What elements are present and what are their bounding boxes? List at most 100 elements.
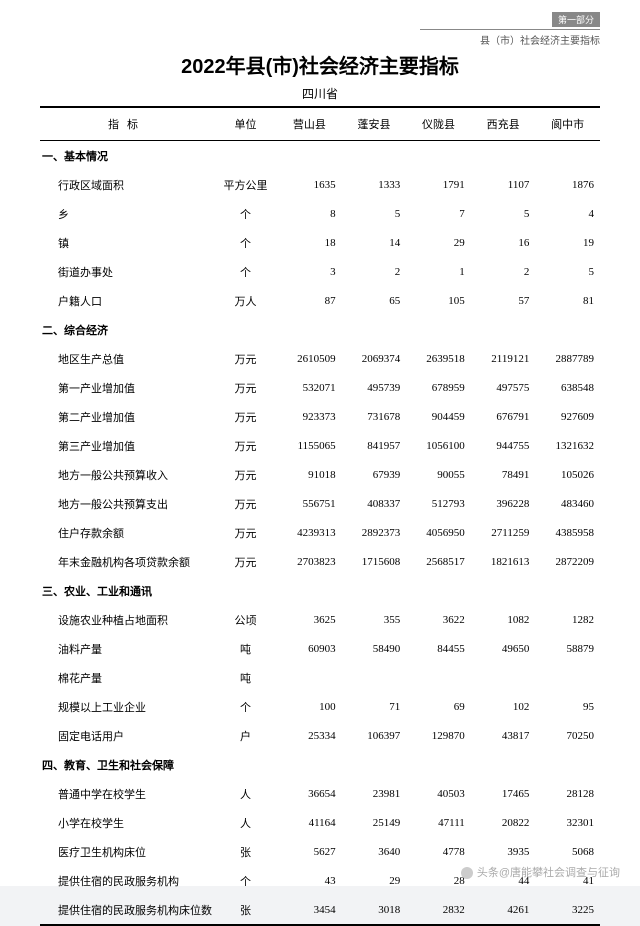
row-value: 904459: [406, 402, 471, 431]
row-value: 1056100: [406, 431, 471, 460]
table-row: 街道办事处个32125: [40, 257, 600, 286]
row-value: 43: [277, 866, 342, 895]
row-unit: 吨: [214, 634, 277, 663]
row-label: 年末金融机构各项贷款余额: [40, 547, 214, 576]
row-value: 2: [471, 257, 536, 286]
section-label: 三、农业、工业和通讯: [40, 576, 600, 605]
row-value: 2610509: [277, 344, 342, 373]
document-page: 第一部分 县（市）社会经济主要指标 2022年县(市)社会经济主要指标 四川省 …: [0, 0, 640, 886]
row-value: 497575: [471, 373, 536, 402]
row-value: 1082: [471, 605, 536, 634]
row-value: 2069374: [342, 344, 407, 373]
row-unit: 人: [214, 808, 277, 837]
row-value: 129870: [406, 721, 471, 750]
row-value: 17465: [471, 779, 536, 808]
row-value: 495739: [342, 373, 407, 402]
row-value: 43817: [471, 721, 536, 750]
table-row: 年末金融机构各项贷款余额万元27038231715608256851718216…: [40, 547, 600, 576]
row-label: 乡: [40, 199, 214, 228]
row-value: 2872209: [535, 547, 600, 576]
row-value: 731678: [342, 402, 407, 431]
section-label: 一、基本情况: [40, 141, 600, 171]
col-indicator: 指标: [40, 107, 214, 141]
row-value: 95: [535, 692, 600, 721]
row-value: 678959: [406, 373, 471, 402]
row-value: 1715608: [342, 547, 407, 576]
row-unit: 万元: [214, 547, 277, 576]
row-value: 29: [406, 228, 471, 257]
row-value: 2703823: [277, 547, 342, 576]
row-value: [342, 663, 407, 692]
row-value: 1821613: [471, 547, 536, 576]
row-value: 58879: [535, 634, 600, 663]
row-value: 16: [471, 228, 536, 257]
col-region-3: 仪陇县: [406, 107, 471, 141]
row-value: 532071: [277, 373, 342, 402]
header-tag: 第一部分 县（市）社会经济主要指标: [420, 12, 600, 47]
row-unit: 个: [214, 866, 277, 895]
row-value: 841957: [342, 431, 407, 460]
row-label: 镇: [40, 228, 214, 257]
province-label: 四川省: [40, 85, 600, 102]
table-row: 医疗卫生机构床位张56273640477839355068: [40, 837, 600, 866]
row-unit: 万元: [214, 373, 277, 402]
row-unit: 万元: [214, 460, 277, 489]
col-region-1: 营山县: [277, 107, 342, 141]
row-value: 19: [535, 228, 600, 257]
row-unit: 万元: [214, 518, 277, 547]
row-value: 408337: [342, 489, 407, 518]
row-label: 设施农业种植占地面积: [40, 605, 214, 634]
row-value: 81: [535, 286, 600, 315]
row-unit: 张: [214, 895, 277, 925]
row-value: 90055: [406, 460, 471, 489]
row-value: 638548: [535, 373, 600, 402]
row-value: 3625: [277, 605, 342, 634]
table-row: 地区生产总值万元26105092069374263951821191212887…: [40, 344, 600, 373]
row-value: 8: [277, 199, 342, 228]
row-value: 4385958: [535, 518, 600, 547]
row-value: 944755: [471, 431, 536, 460]
row-label: 第三产业增加值: [40, 431, 214, 460]
header-subtitle: 县（市）社会经济主要指标: [420, 29, 600, 47]
watermark-text: 头条@唐能攀社会调查与征询: [477, 867, 620, 879]
table-row: 行政区域面积平方公里16351333179111071876: [40, 170, 600, 199]
row-value: 4239313: [277, 518, 342, 547]
row-value: [535, 663, 600, 692]
row-label: 小学在校学生: [40, 808, 214, 837]
table-row: 油料产量吨6090358490844554965058879: [40, 634, 600, 663]
row-value: 69: [406, 692, 471, 721]
section-row: 四、教育、卫生和社会保障: [40, 750, 600, 779]
col-region-5: 阆中市: [535, 107, 600, 141]
row-value: 2: [342, 257, 407, 286]
row-unit: 户: [214, 721, 277, 750]
data-table: 指标 单位 营山县 蓬安县 仪陇县 西充县 阆中市 一、基本情况行政区域面积平方…: [40, 106, 600, 926]
section-row: 二、综合经济: [40, 315, 600, 344]
row-label: 地方一般公共预算收入: [40, 460, 214, 489]
row-value: 41164: [277, 808, 342, 837]
section-row: 一、基本情况: [40, 141, 600, 171]
row-label: 住户存款余额: [40, 518, 214, 547]
section-label: 二、综合经济: [40, 315, 600, 344]
row-value: 100: [277, 692, 342, 721]
row-value: 67939: [342, 460, 407, 489]
table-row: 地方一般公共预算收入万元91018679399005578491105026: [40, 460, 600, 489]
row-value: 512793: [406, 489, 471, 518]
row-value: 4778: [406, 837, 471, 866]
row-value: 3225: [535, 895, 600, 925]
row-value: 49650: [471, 634, 536, 663]
avatar-icon: [461, 867, 473, 879]
row-unit: 张: [214, 837, 277, 866]
row-value: 5627: [277, 837, 342, 866]
row-value: 1: [406, 257, 471, 286]
row-value: 84455: [406, 634, 471, 663]
table-row: 镇个1814291619: [40, 228, 600, 257]
table-row: 第一产业增加值万元532071495739678959497575638548: [40, 373, 600, 402]
row-value: 105026: [535, 460, 600, 489]
row-label: 地区生产总值: [40, 344, 214, 373]
row-unit: 万元: [214, 431, 277, 460]
row-value: 676791: [471, 402, 536, 431]
row-label: 油料产量: [40, 634, 214, 663]
row-value: 2887789: [535, 344, 600, 373]
row-value: 5: [535, 257, 600, 286]
row-value: 36654: [277, 779, 342, 808]
